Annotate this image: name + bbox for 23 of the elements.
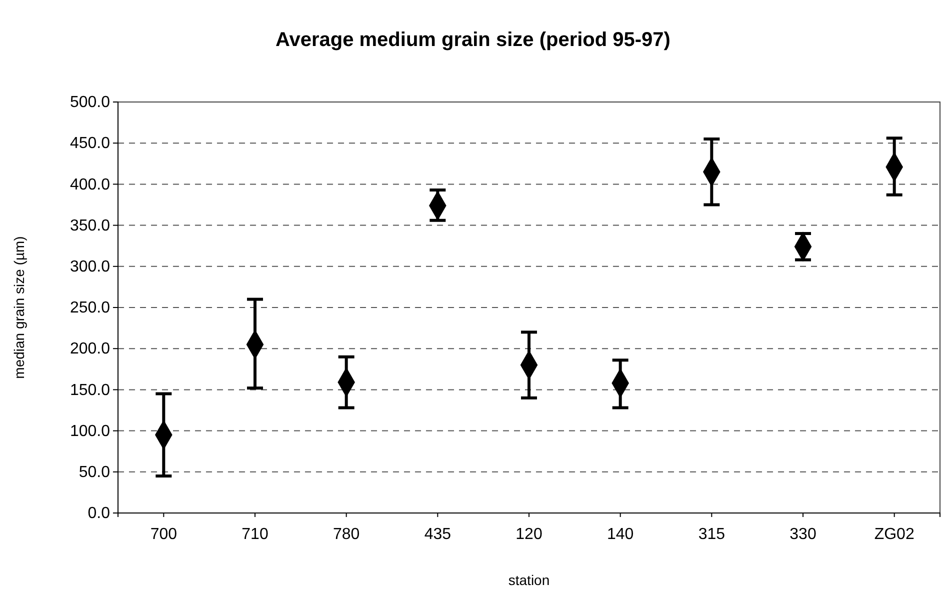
y-tick-label: 50.0: [78, 464, 110, 482]
y-tick-label: 400.0: [70, 176, 110, 194]
y-tick-label: 450.0: [70, 135, 110, 152]
y-tick-label: 150.0: [70, 382, 110, 399]
x-tick-label: 700: [150, 526, 178, 544]
x-tick-label: 315: [698, 526, 726, 544]
y-tick-label: 300.0: [70, 258, 110, 276]
y-tick-label: 350.0: [70, 217, 110, 234]
x-axis-title: station: [508, 572, 550, 588]
x-tick-label: 780: [332, 526, 360, 544]
x-tick-label: 435: [424, 526, 452, 544]
y-tick-label: 0.0: [88, 505, 110, 522]
y-tick-label: 200.0: [70, 340, 110, 358]
y-tick-label: 100.0: [70, 422, 110, 440]
x-tick-label: ZG02: [874, 526, 914, 544]
x-tick-label: 330: [790, 526, 816, 544]
y-tick-label: 500.0: [70, 94, 110, 112]
chart-title: Average medium grain size (period 95-97): [276, 29, 670, 51]
x-tick-label: 120: [516, 526, 542, 544]
x-tick-label: 710: [242, 526, 268, 544]
y-axis-title: median grain size (µm): [11, 236, 27, 379]
y-tick-label: 250.0: [70, 300, 110, 317]
x-tick-label: 140: [606, 526, 634, 544]
